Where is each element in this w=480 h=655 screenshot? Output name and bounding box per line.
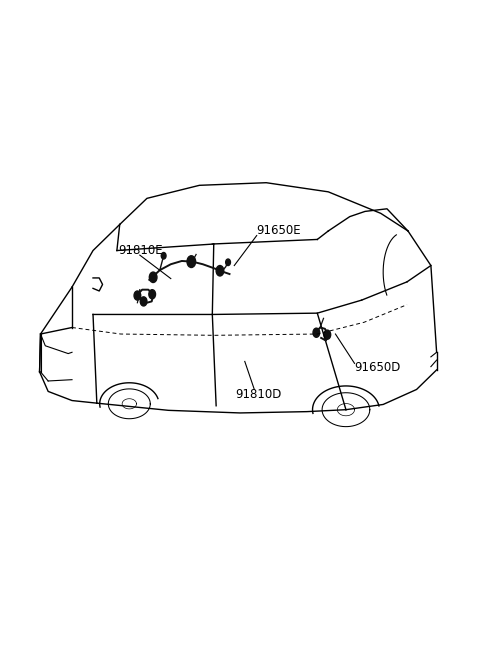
Circle shape xyxy=(134,291,141,300)
Text: 91810D: 91810D xyxy=(235,388,282,400)
Circle shape xyxy=(187,255,196,267)
Circle shape xyxy=(149,272,157,282)
Circle shape xyxy=(324,330,331,339)
Circle shape xyxy=(226,259,230,265)
Text: 91810E: 91810E xyxy=(118,244,163,257)
Circle shape xyxy=(313,328,320,337)
Circle shape xyxy=(149,290,156,299)
Circle shape xyxy=(216,265,224,276)
Text: 91650E: 91650E xyxy=(257,225,301,238)
Text: 91650D: 91650D xyxy=(355,362,401,375)
Circle shape xyxy=(161,252,166,259)
Circle shape xyxy=(140,297,147,306)
